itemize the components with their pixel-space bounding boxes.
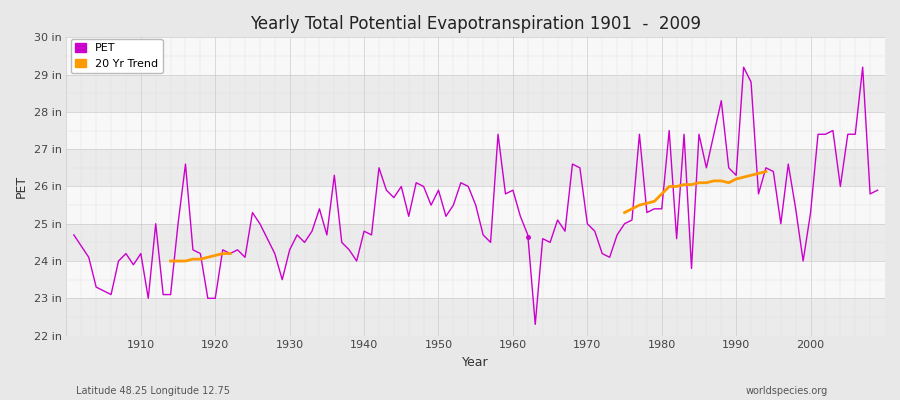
Title: Yearly Total Potential Evapotranspiration 1901  -  2009: Yearly Total Potential Evapotranspiratio…: [250, 15, 701, 33]
Bar: [67, 261, 885, 298]
Bar: [67, 149, 885, 186]
Bar: [67, 298, 885, 336]
Bar: [67, 224, 885, 261]
Legend: PET, 20 Yr Trend: PET, 20 Yr Trend: [70, 39, 163, 74]
Text: worldspecies.org: worldspecies.org: [746, 386, 828, 396]
Bar: [67, 186, 885, 224]
Bar: [67, 37, 885, 75]
Text: Latitude 48.25 Longitude 12.75: Latitude 48.25 Longitude 12.75: [76, 386, 230, 396]
Bar: [67, 75, 885, 112]
Bar: [67, 112, 885, 149]
X-axis label: Year: Year: [463, 356, 489, 369]
Y-axis label: PET: PET: [15, 175, 28, 198]
